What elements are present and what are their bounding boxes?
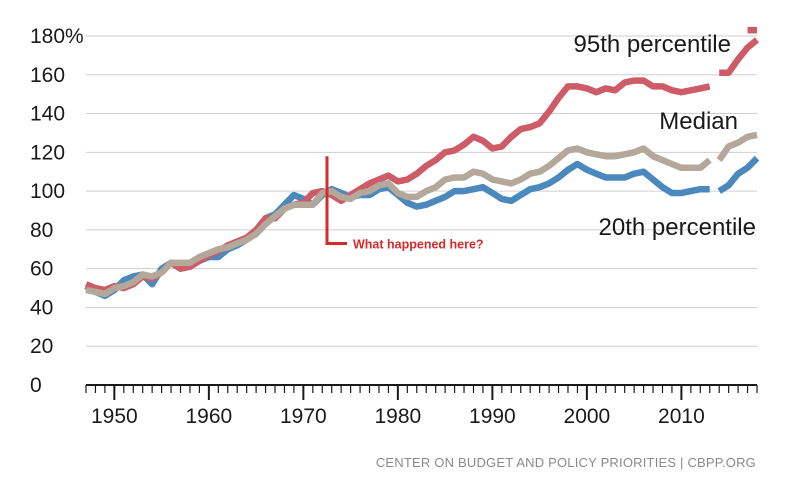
y-tick-label: 140 [30, 103, 65, 126]
y-tick-label: 100 [30, 180, 65, 203]
y-tick-label: 40 [30, 296, 53, 319]
annotation: What happened here? [325, 156, 484, 251]
series-line-median [85, 145, 712, 298]
x-tick-label: 1970 [280, 405, 327, 428]
y-tick-label: 60 [30, 258, 53, 281]
series-labels: 95th percentile Median 20th percentile [574, 31, 756, 241]
y-tick-label: 20 [30, 335, 53, 358]
series-line-95th-percentile [84, 77, 711, 294]
y-tick-label: 160 [30, 64, 65, 87]
x-axis: 1950 1960 1970 1980 1990 2000 2010 [85, 384, 758, 428]
y-tick-label: 180% [30, 25, 84, 48]
series-label-20th-percentile: 20th percentile [599, 214, 756, 241]
series-lines [84, 26, 760, 300]
x-tick-label: 1980 [375, 405, 422, 428]
y-axis: 0 20 40 60 80 100 120 140 160 180% [30, 25, 84, 397]
x-tick-label: 2000 [564, 405, 611, 428]
y-tick-label: 0 [30, 374, 42, 397]
x-tick-label: 2010 [658, 405, 705, 428]
y-tick-label: 120 [30, 141, 65, 164]
series-line-20th-percentile [717, 155, 760, 194]
series-label-median: Median [659, 108, 738, 135]
x-tick-label: 1990 [469, 405, 516, 428]
annotation-text: What happened here? [353, 237, 484, 251]
series-line-median [716, 131, 758, 162]
series-line-95th-percentile [719, 37, 760, 77]
x-tick-label: 1950 [91, 405, 138, 428]
source-credit: CENTER ON BUDGET AND POLICY PRIORITIES |… [376, 455, 756, 470]
series-label-95th-percentile: 95th percentile [574, 31, 731, 58]
y-tick-label: 80 [30, 219, 53, 242]
x-tick-label: 1960 [185, 405, 232, 428]
